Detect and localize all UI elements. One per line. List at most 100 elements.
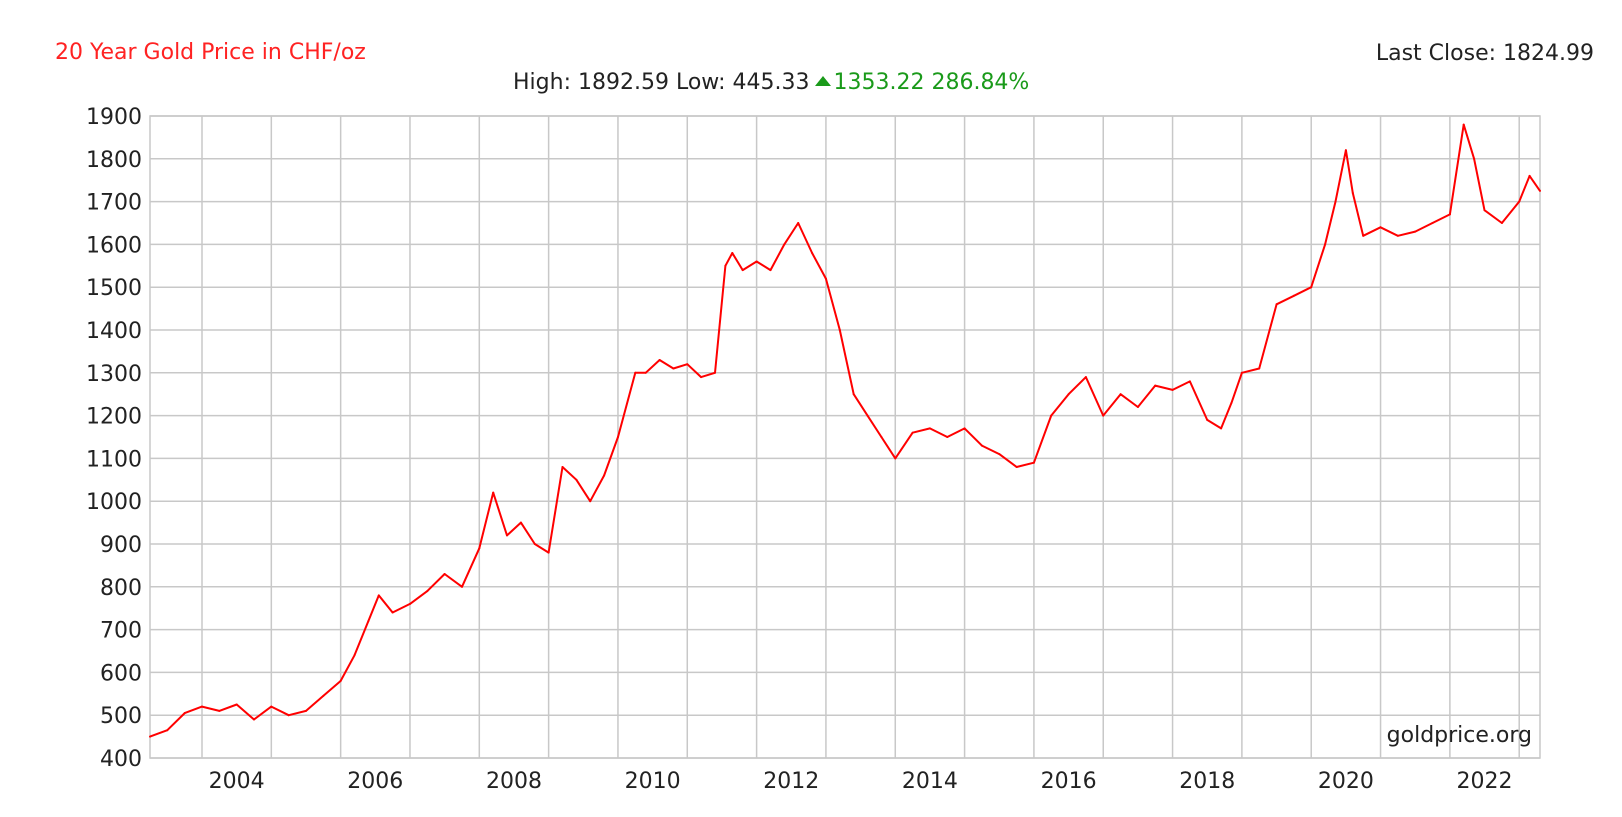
data-point	[755, 260, 758, 263]
y-tick-label: 1700	[86, 191, 142, 216]
data-point	[1310, 286, 1313, 289]
data-point	[322, 694, 325, 697]
data-point	[149, 735, 151, 738]
data-point	[1414, 230, 1417, 233]
chart-title: 20 Year Gold Price in CHF/oz	[55, 40, 366, 65]
data-point	[1351, 192, 1354, 194]
data-point	[980, 444, 983, 447]
data-point	[1220, 427, 1223, 430]
data-point	[911, 431, 914, 434]
data-point	[561, 466, 564, 468]
data-point	[1379, 226, 1382, 229]
data-point	[1258, 367, 1261, 370]
data-point	[1344, 149, 1347, 152]
y-tick-label: 1000	[86, 490, 142, 515]
data-point	[1362, 234, 1365, 237]
data-point	[367, 620, 370, 622]
data-point	[183, 712, 186, 715]
data-point	[644, 371, 647, 374]
last-close: Last Close: 1824.99	[1376, 41, 1594, 66]
data-point	[1448, 213, 1451, 216]
axis-layer: 400 500 600 700 800 900 1000 1100 1200 1300 1400 15…	[86, 105, 1513, 794]
data-point	[866, 414, 869, 417]
data-point	[409, 602, 411, 605]
high-label: High:	[513, 70, 578, 95]
low-label: Low:	[668, 70, 733, 95]
data-point	[672, 367, 675, 370]
data-point	[1032, 461, 1035, 464]
y-tick-label: 700	[100, 619, 142, 644]
data-point	[478, 547, 481, 550]
data-point	[426, 590, 429, 593]
data-point	[797, 222, 800, 224]
data-point	[443, 573, 446, 575]
x-tick-label: 2020	[1318, 769, 1374, 794]
data-point	[166, 729, 169, 732]
data-point	[724, 264, 727, 267]
data-point	[1292, 294, 1295, 297]
data-point	[731, 252, 734, 254]
high-value: 1892.59	[577, 70, 669, 95]
y-tick-label: 1300	[86, 362, 142, 387]
data-point	[1154, 384, 1157, 387]
data-point	[880, 436, 883, 438]
data-point	[824, 277, 827, 280]
up-triangle-icon	[815, 76, 832, 86]
data-point	[1324, 243, 1327, 246]
data-point	[700, 376, 703, 379]
data-point	[658, 359, 661, 361]
data-point	[339, 680, 342, 682]
data-point	[946, 436, 949, 438]
data-point	[769, 269, 772, 272]
watermark: goldprice.org	[1387, 723, 1532, 748]
y-tick-label: 400	[100, 747, 142, 772]
data-point	[1500, 222, 1503, 224]
change-percent: 286.84%	[931, 70, 1030, 95]
grid-layer	[149, 115, 1541, 759]
data-point	[353, 654, 356, 657]
data-point	[589, 500, 592, 503]
data-point	[1483, 209, 1486, 212]
data-point	[575, 478, 578, 481]
data-point	[201, 705, 203, 708]
y-tick-label: 500	[100, 704, 142, 729]
data-point	[506, 534, 508, 537]
data-point	[714, 371, 716, 374]
data-point	[783, 243, 786, 246]
data-point	[1462, 123, 1465, 126]
y-tick-label: 1600	[86, 233, 142, 258]
data-point	[928, 427, 931, 430]
data-point	[1334, 200, 1337, 203]
data-point	[461, 585, 463, 588]
low-value: 445.33	[732, 70, 810, 95]
y-tick-label: 900	[100, 533, 142, 558]
data-point	[1015, 466, 1018, 468]
x-tick-label: 2014	[902, 769, 958, 794]
data-point	[741, 269, 744, 272]
y-tick-label: 1200	[86, 405, 142, 430]
data-point	[533, 543, 536, 545]
data-point	[811, 252, 814, 254]
y-tick-label: 1500	[86, 276, 142, 301]
stats-summary: High: 1892.59 Low: 445.33 1353.22 286.84%	[513, 70, 1029, 95]
data-point	[377, 594, 380, 597]
y-tick-label: 1100	[86, 447, 142, 472]
data-point	[1240, 371, 1243, 374]
data-point	[1431, 222, 1434, 224]
x-tick-label: 2006	[347, 769, 403, 794]
data-point	[1171, 388, 1174, 391]
data-point	[1539, 189, 1541, 192]
data-point	[1473, 157, 1476, 160]
data-point	[838, 329, 841, 331]
x-tick-label: 2004	[209, 769, 265, 794]
y-tick-label: 800	[100, 576, 142, 601]
x-tick-label: 2012	[763, 769, 819, 794]
series-layer	[149, 123, 1541, 738]
y-tick-label: 1900	[86, 105, 142, 130]
data-point	[686, 363, 689, 366]
x-tick-label: 2022	[1457, 769, 1513, 794]
data-point	[1102, 414, 1105, 417]
data-point	[235, 703, 238, 706]
data-point	[617, 436, 619, 438]
